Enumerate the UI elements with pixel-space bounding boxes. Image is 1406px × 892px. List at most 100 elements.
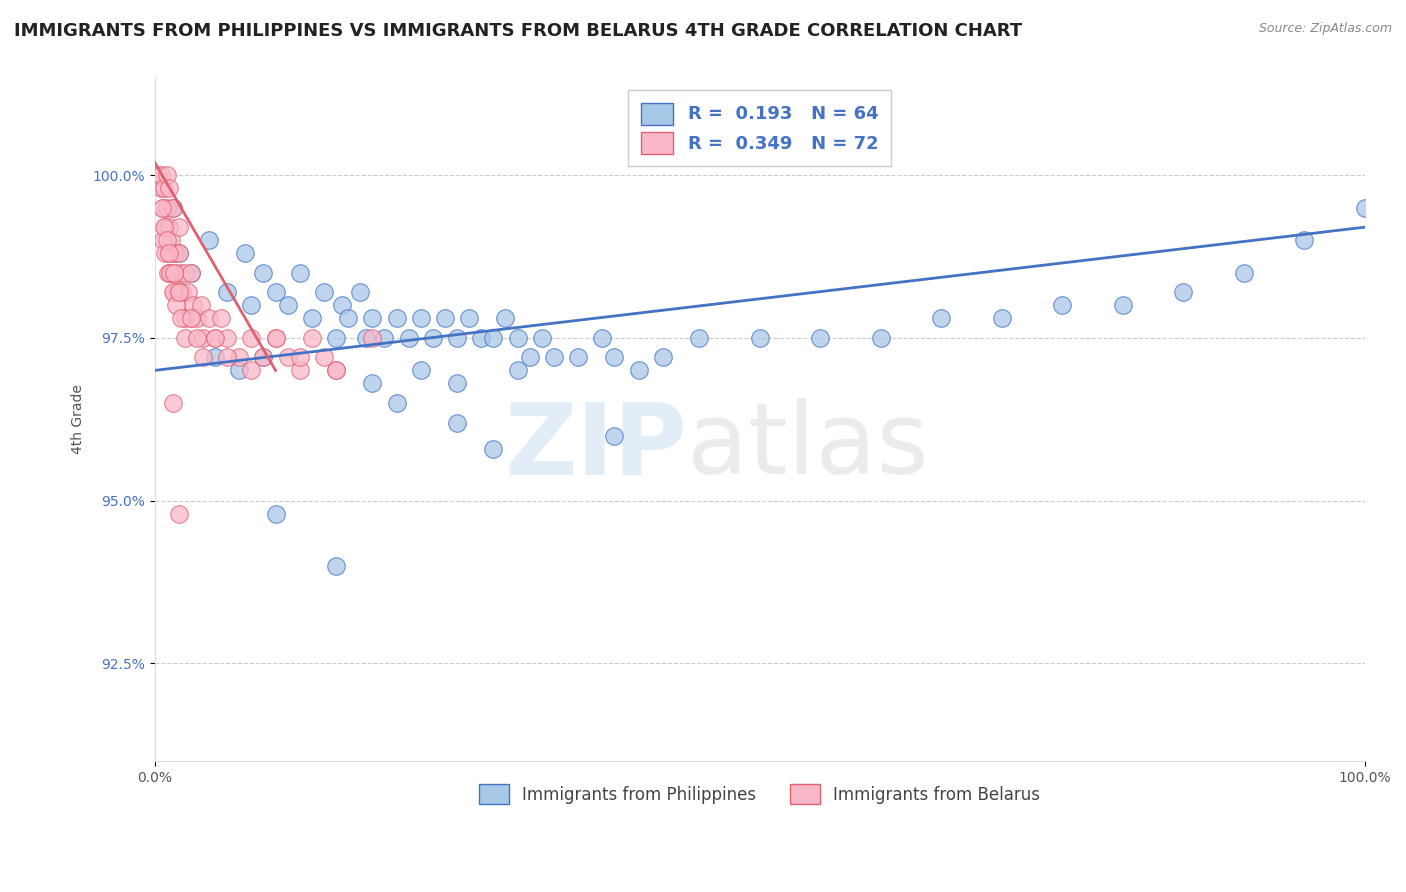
Point	[167, 246, 190, 260]
Point	[1111, 298, 1133, 312]
Point	[458, 311, 481, 326]
Point	[337, 311, 360, 326]
Point	[198, 233, 221, 247]
Point	[1354, 201, 1376, 215]
Point	[482, 442, 505, 456]
Y-axis label: 4th Grade: 4th Grade	[72, 384, 86, 454]
Text: Source: ZipAtlas.com: Source: ZipAtlas.com	[1258, 22, 1392, 36]
Point	[252, 266, 274, 280]
Point	[1173, 285, 1195, 300]
Point	[172, 285, 194, 300]
Point	[361, 376, 384, 391]
Point	[312, 285, 335, 300]
Point	[163, 285, 186, 300]
Point	[385, 311, 408, 326]
Point	[186, 331, 208, 345]
Point	[162, 201, 184, 215]
Point	[180, 311, 202, 326]
Point	[398, 331, 420, 345]
Point	[264, 507, 287, 521]
Point	[356, 331, 378, 345]
Point	[167, 507, 190, 521]
Point	[543, 351, 565, 365]
Point	[361, 311, 384, 326]
Point	[180, 311, 202, 326]
Point	[190, 298, 212, 312]
Point	[240, 331, 263, 345]
Point	[277, 351, 299, 365]
Point	[186, 311, 208, 326]
Point	[506, 363, 529, 377]
Point	[433, 311, 456, 326]
Point	[191, 331, 214, 345]
Point	[446, 416, 468, 430]
Point	[651, 351, 673, 365]
Point	[330, 298, 353, 312]
Point	[627, 363, 650, 377]
Point	[149, 181, 172, 195]
Point	[152, 233, 174, 247]
Point	[748, 331, 770, 345]
Point	[325, 558, 347, 573]
Point	[264, 285, 287, 300]
Point	[325, 331, 347, 345]
Point	[157, 246, 180, 260]
Point	[153, 181, 176, 195]
Point	[990, 311, 1012, 326]
Point	[1233, 266, 1256, 280]
Point	[325, 363, 347, 377]
Point	[688, 331, 710, 345]
Point	[591, 331, 613, 345]
Point	[349, 285, 371, 300]
Point	[385, 396, 408, 410]
Point	[301, 311, 323, 326]
Point	[163, 266, 186, 280]
Point	[209, 311, 232, 326]
Text: ZIP: ZIP	[505, 398, 688, 495]
Point	[482, 331, 505, 345]
Point	[567, 351, 589, 365]
Point	[217, 331, 239, 345]
Point	[167, 246, 190, 260]
Point	[808, 331, 831, 345]
Point	[173, 311, 195, 326]
Point	[167, 220, 190, 235]
Point	[191, 351, 214, 365]
Point	[157, 181, 180, 195]
Point	[159, 266, 181, 280]
Point	[146, 168, 169, 182]
Point	[264, 331, 287, 345]
Point	[153, 220, 176, 235]
Point	[167, 285, 190, 300]
Point	[204, 351, 226, 365]
Point	[150, 201, 173, 215]
Point	[422, 331, 444, 345]
Point	[217, 351, 239, 365]
Point	[162, 396, 184, 410]
Point	[470, 331, 492, 345]
Point	[169, 285, 191, 300]
Point	[228, 351, 250, 365]
Point	[240, 298, 263, 312]
Point	[869, 331, 891, 345]
Point	[160, 233, 183, 247]
Point	[252, 351, 274, 365]
Point	[217, 285, 239, 300]
Point	[252, 351, 274, 365]
Point	[165, 246, 187, 260]
Point	[409, 311, 432, 326]
Point	[1294, 233, 1316, 247]
Point	[155, 246, 177, 260]
Point	[173, 331, 195, 345]
Point	[165, 266, 187, 280]
Point	[204, 331, 226, 345]
Point	[165, 298, 187, 312]
Point	[264, 331, 287, 345]
Point	[156, 246, 179, 260]
Point	[173, 266, 195, 280]
Point	[288, 363, 311, 377]
Point	[506, 331, 529, 345]
Point	[519, 351, 541, 365]
Point	[162, 246, 184, 260]
Point	[446, 376, 468, 391]
